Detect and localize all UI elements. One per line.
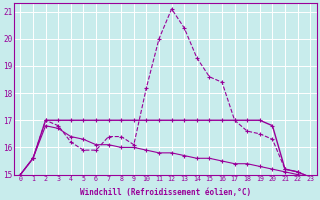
X-axis label: Windchill (Refroidissement éolien,°C): Windchill (Refroidissement éolien,°C)	[80, 188, 251, 197]
